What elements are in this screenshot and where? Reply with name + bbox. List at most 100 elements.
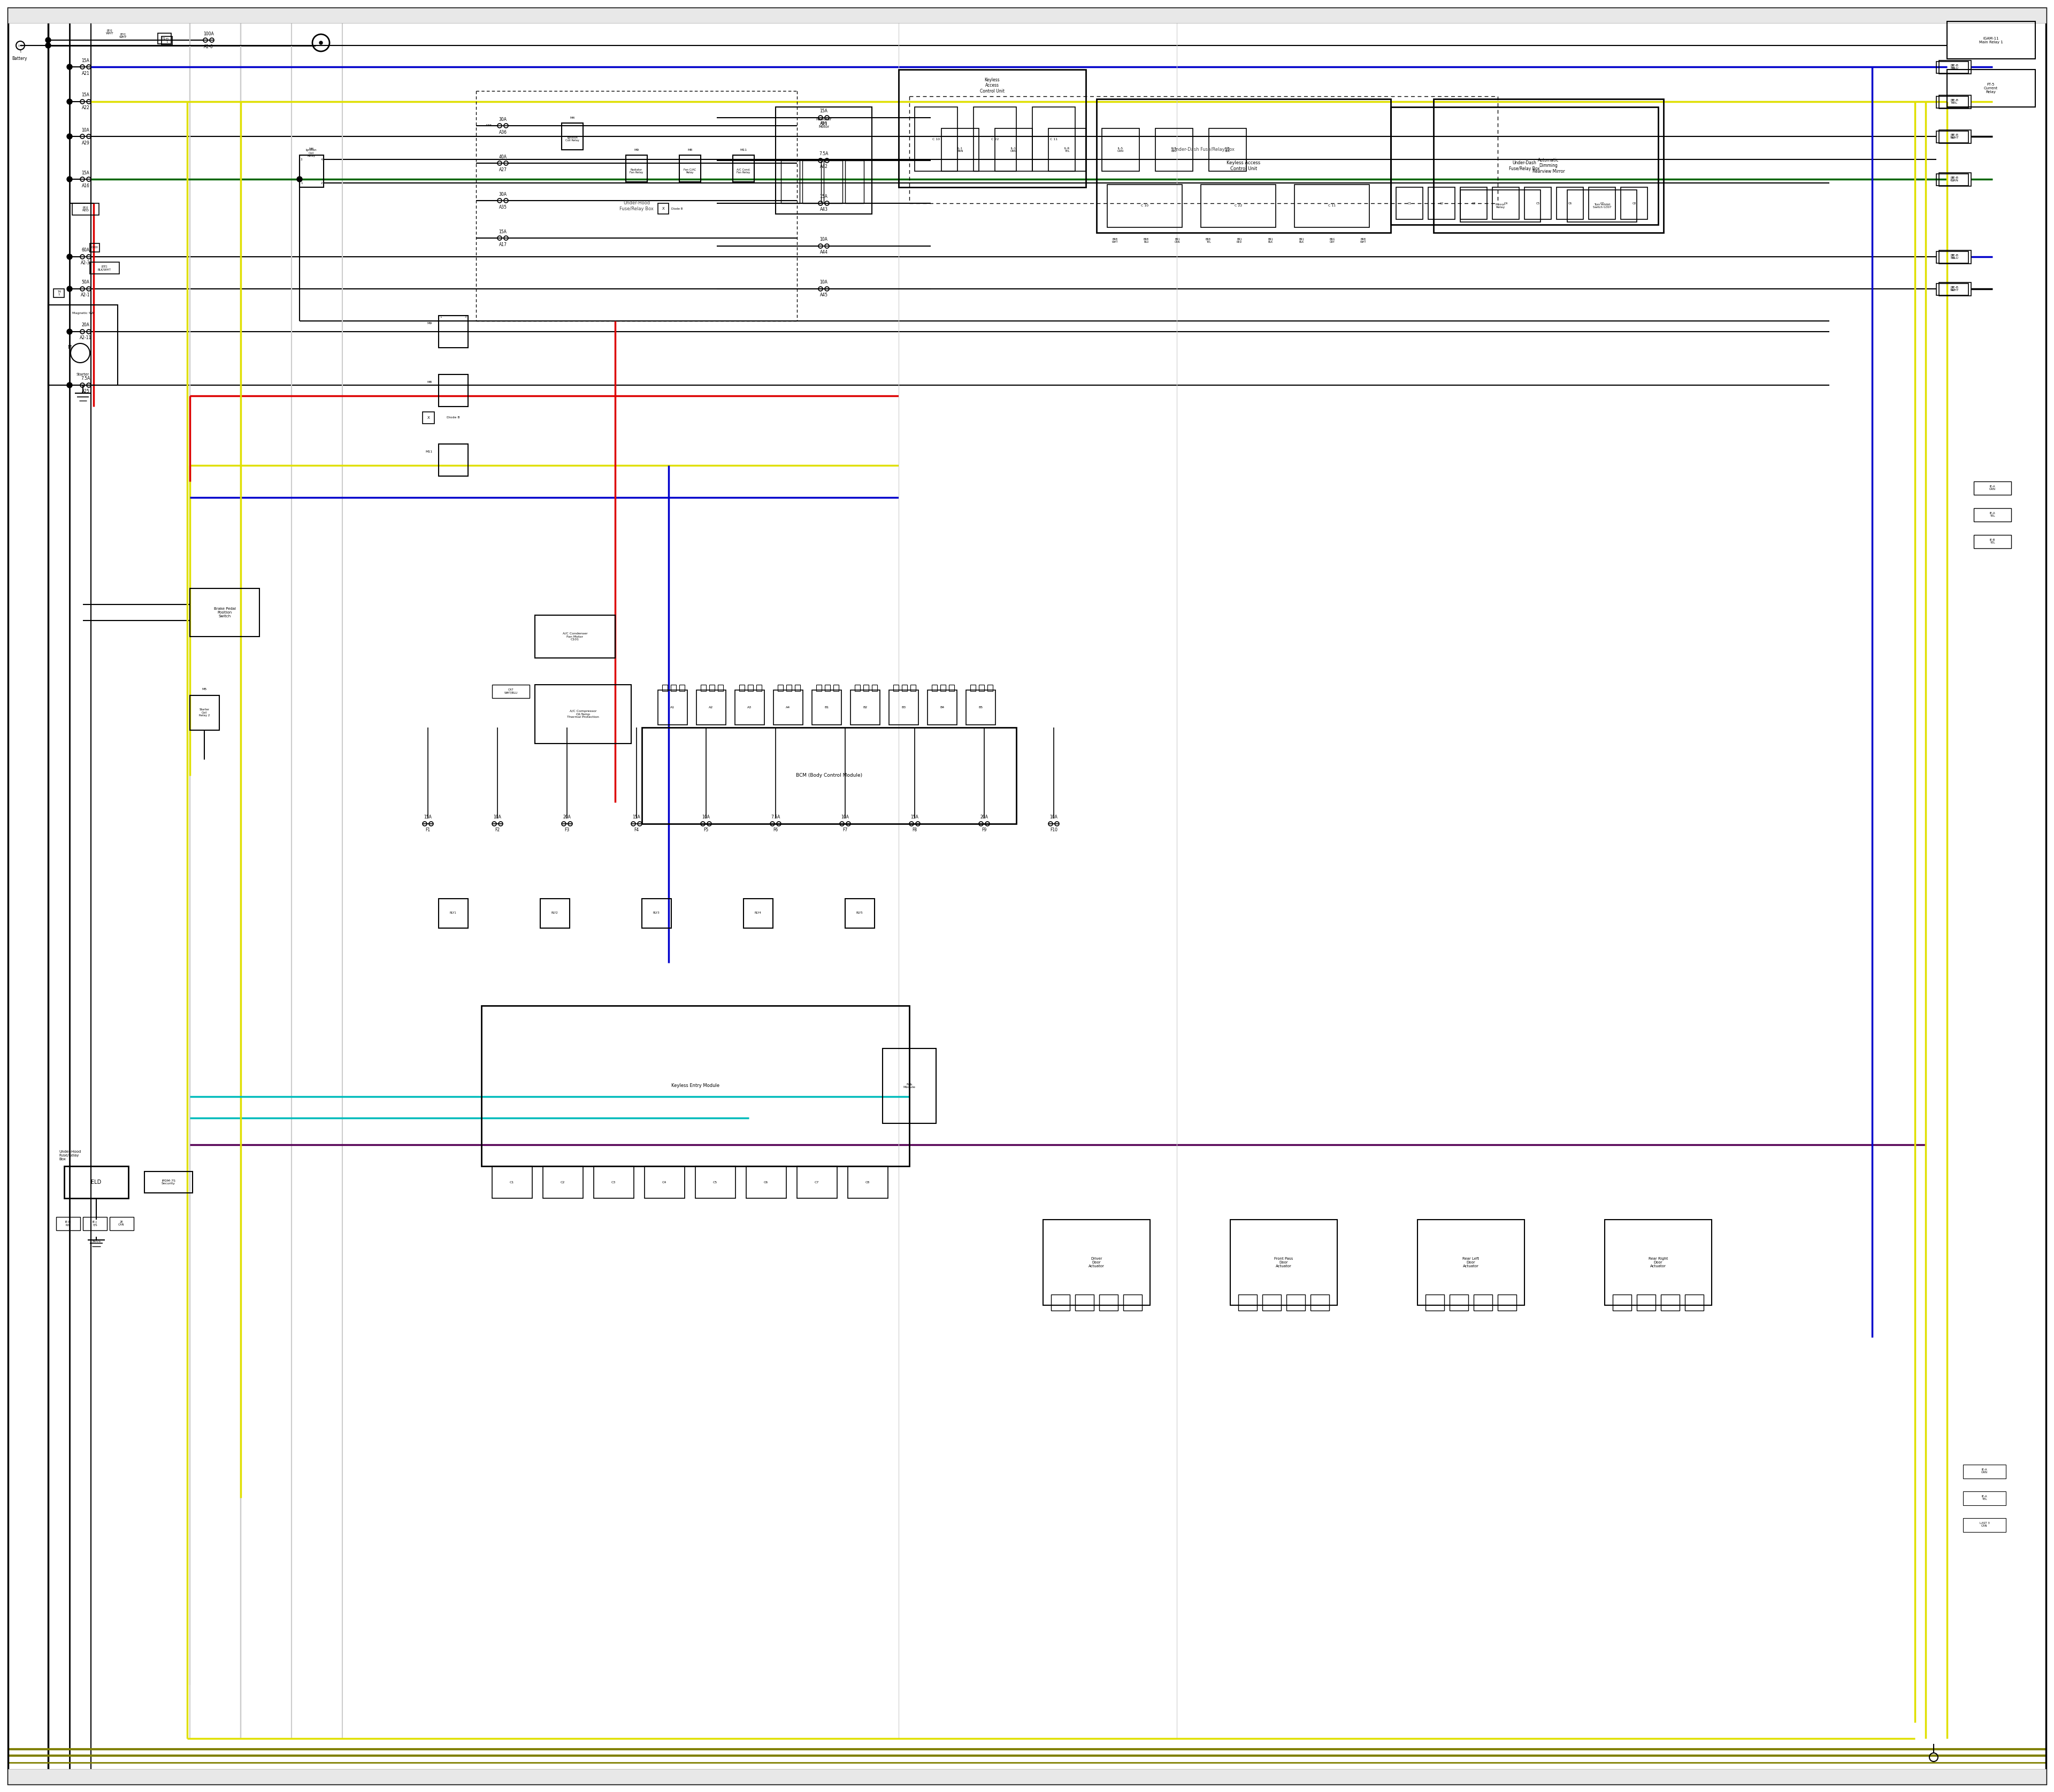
Text: A2-1: A2-1 [80, 292, 90, 297]
Bar [1493, 186, 1520, 219]
Bar [815, 685, 822, 692]
Text: C3: C3 [1473, 202, 1475, 204]
Bar [744, 898, 772, 928]
Text: Automatic
Dimming
Rearview Mirror: Automatic Dimming Rearview Mirror [1532, 158, 1565, 174]
Text: C47
WHT/BLU: C47 WHT/BLU [503, 688, 518, 694]
Text: (+): (+) [18, 45, 23, 47]
Text: S001: S001 [92, 1240, 101, 1242]
Text: C8: C8 [865, 1181, 869, 1183]
Text: F4: F4 [635, 828, 639, 833]
Bar [1460, 190, 1540, 222]
Bar [1033, 108, 1074, 172]
Text: Fan C/AC
Relay: Fan C/AC Relay [684, 168, 696, 174]
Text: F3: F3 [565, 828, 569, 833]
Text: 20A: 20A [563, 815, 571, 819]
Text: [E
Y..: [E Y.. [1951, 99, 1953, 104]
Bar [1497, 1294, 1516, 1310]
Text: 15A: 15A [910, 815, 918, 819]
Text: A25: A25 [82, 389, 90, 394]
Bar [735, 690, 764, 724]
Text: BR1
BLK: BR1 BLK [1267, 238, 1273, 244]
Bar [787, 685, 791, 692]
Bar [561, 124, 583, 151]
Bar [1964, 1491, 2007, 1505]
Text: M4: M4 [569, 116, 575, 118]
Bar [1974, 536, 2011, 548]
Text: BRB
WHT: BRB WHT [1111, 238, 1117, 244]
Bar [1567, 190, 1637, 222]
Text: F6: F6 [772, 828, 778, 833]
Text: RLY3: RLY3 [653, 912, 659, 914]
Text: [E
BL: [E BL [1951, 65, 1955, 70]
Text: IE-H
R/L: IE-H R/L [66, 1220, 72, 1226]
Text: 30A: 30A [499, 116, 507, 122]
Text: 10A: 10A [1050, 815, 1058, 819]
Text: C 10: C 10 [933, 138, 941, 140]
Bar [661, 685, 668, 692]
Bar [1662, 1294, 1680, 1310]
Text: IE-B
GRN: IE-B GRN [1951, 176, 1960, 183]
Text: 15A: 15A [820, 109, 828, 113]
Bar [1210, 129, 1247, 172]
Bar [1947, 22, 2036, 59]
Text: BRG
GRY: BRG GRY [1329, 238, 1335, 244]
Text: Under-Dash Fuse/Relay Box: Under-Dash Fuse/Relay Box [1173, 147, 1234, 152]
Text: A2-11: A2-11 [80, 335, 92, 340]
Circle shape [68, 287, 72, 292]
Text: [EJ]
RED: [EJ] RED [82, 206, 88, 211]
Bar [440, 315, 468, 348]
Bar [1286, 1294, 1304, 1310]
Bar [949, 685, 955, 692]
Text: IL-1
ORN: IL-1 ORN [1011, 147, 1017, 152]
Text: BRB
WHT: BRB WHT [1360, 238, 1366, 244]
Text: IE-A
GRN: IE-A GRN [1982, 1468, 1988, 1475]
Text: A/C Condenser
Fan Motor
C101: A/C Condenser Fan Motor C101 [563, 633, 587, 642]
Bar [1310, 1294, 1329, 1310]
Text: 10A: 10A [842, 815, 848, 819]
Bar [1939, 251, 1972, 263]
Text: A22: A22 [82, 106, 90, 111]
Text: Rear Left
Door
Actuator: Rear Left Door Actuator [1462, 1256, 1479, 1267]
Bar [82, 1217, 107, 1231]
Text: F9: F9 [982, 828, 986, 833]
Bar [1939, 131, 1972, 143]
Bar [189, 695, 220, 729]
Bar [189, 588, 259, 636]
Bar [1417, 1220, 1524, 1305]
Text: BRB
TEL: BRB TEL [1206, 238, 1212, 244]
Text: M8: M8 [427, 382, 431, 383]
Text: A3: A3 [748, 706, 752, 710]
Bar [144, 1172, 193, 1193]
Text: X: X [427, 416, 429, 419]
Circle shape [45, 38, 51, 43]
Text: F5: F5 [705, 828, 709, 833]
Bar [826, 685, 830, 692]
Bar [1202, 185, 1276, 228]
Text: A17: A17 [499, 242, 507, 247]
Text: 10A: 10A [820, 280, 828, 285]
Bar [1154, 129, 1193, 172]
Bar [795, 685, 801, 692]
Bar [1107, 185, 1183, 228]
Text: IGAM-11
Main Relay 1: IGAM-11 Main Relay 1 [1978, 36, 2003, 43]
Text: IE-B
YEL: IE-B YEL [1951, 99, 1957, 104]
Text: 100A: 100A [203, 30, 214, 36]
Bar [811, 690, 842, 724]
Text: 15A: 15A [633, 815, 641, 819]
Bar [534, 615, 614, 658]
Bar [626, 156, 647, 181]
Bar [883, 1048, 937, 1124]
Text: C8: C8 [1633, 202, 1637, 204]
Text: 7.5A: 7.5A [770, 815, 781, 819]
Bar [797, 1167, 838, 1199]
Bar [700, 685, 707, 692]
Text: Keyless Entry Module: Keyless Entry Module [672, 1084, 719, 1088]
Bar [974, 108, 1017, 172]
Bar [914, 108, 957, 172]
Bar [1637, 1294, 1656, 1310]
Text: Rear Right
Door
Actuator: Rear Right Door Actuator [1649, 1256, 1668, 1267]
Bar [672, 685, 676, 692]
Circle shape [318, 41, 322, 45]
Bar [1473, 1294, 1493, 1310]
Circle shape [68, 65, 72, 70]
